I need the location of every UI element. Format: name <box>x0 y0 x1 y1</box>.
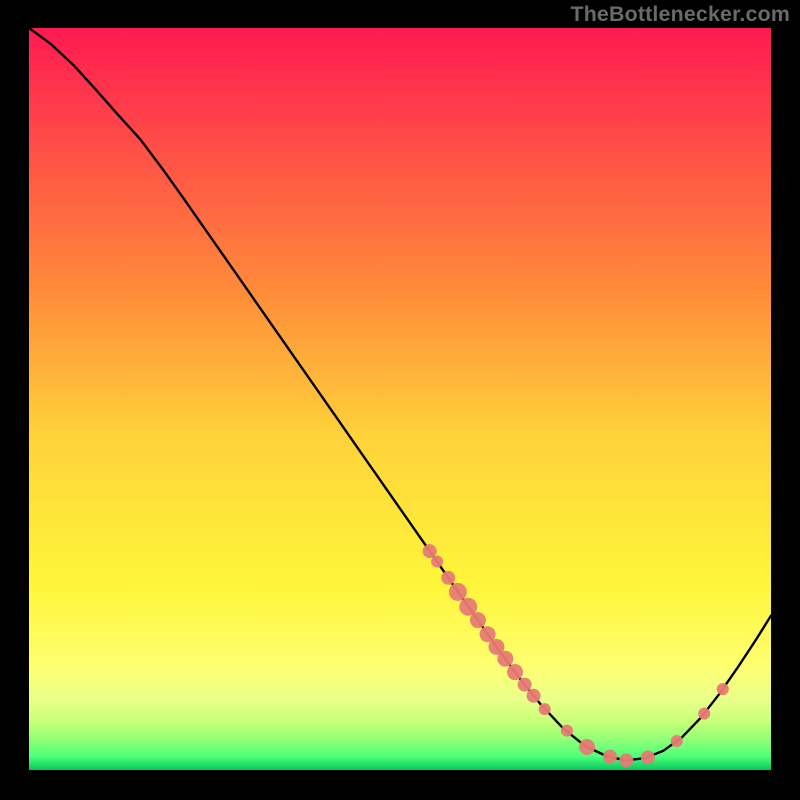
data-marker <box>561 725 573 737</box>
data-marker <box>497 651 513 667</box>
data-marker <box>527 689 541 703</box>
data-marker <box>539 703 551 715</box>
watermark-text: TheBottlenecker.com <box>570 2 790 27</box>
data-marker <box>619 753 633 767</box>
data-marker <box>518 678 532 692</box>
data-marker <box>579 739 595 755</box>
data-marker <box>431 556 443 568</box>
data-marker <box>717 683 729 695</box>
data-marker <box>449 583 467 601</box>
data-marker <box>423 544 437 558</box>
data-marker <box>470 612 486 628</box>
data-marker <box>507 664 523 680</box>
data-marker <box>671 735 683 747</box>
data-marker <box>441 571 455 585</box>
data-marker <box>603 750 617 764</box>
data-marker <box>698 708 710 720</box>
data-marker <box>641 750 655 764</box>
chart-svg <box>0 0 800 800</box>
